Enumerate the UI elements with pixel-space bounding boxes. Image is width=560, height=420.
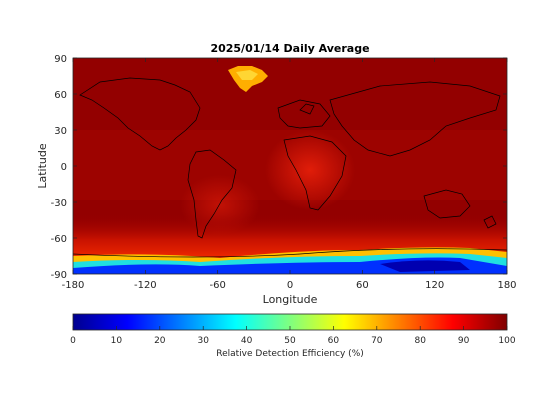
colorbar-tick-label: 80 — [414, 336, 426, 346]
colorbar-tick-label: 30 — [197, 336, 209, 346]
y-tick-label: -90 — [51, 270, 67, 281]
colorbar-tick-label: 50 — [284, 336, 296, 346]
colorbar-tick-label: 100 — [498, 336, 515, 346]
colorbar-tick-label: 20 — [154, 336, 166, 346]
colorbar-tick-label: 0 — [70, 336, 76, 346]
y-tick-label: -30 — [51, 198, 67, 209]
x-tick-label: 0 — [287, 280, 293, 291]
colorbar-tick-label: 60 — [328, 336, 340, 346]
x-tick-label: -180 — [62, 280, 85, 291]
x-axis-label: Longitude — [263, 293, 318, 306]
coastlines — [73, 77, 507, 258]
x-tick-label: 60 — [356, 280, 369, 291]
x-axis: -180 -120 -60 0 60 120 180 — [62, 58, 517, 291]
x-tick-label: -120 — [134, 280, 157, 291]
y-tick-label: 0 — [61, 162, 67, 173]
antarctic-low-region — [380, 260, 470, 272]
x-tick-label: -60 — [209, 280, 225, 291]
y-axis-label: Latitude — [36, 143, 49, 189]
africa-region — [265, 130, 355, 210]
y-tick-label: 30 — [54, 126, 67, 137]
y-tick-label: -60 — [51, 234, 67, 245]
y-tick-label: 90 — [54, 54, 67, 65]
x-tick-label: 180 — [497, 280, 516, 291]
efficiency-field — [73, 58, 507, 274]
colorbar-tick-label: 40 — [241, 336, 253, 346]
colorbar-tick-label: 10 — [111, 336, 123, 346]
colorbar-label: Relative Detection Efficiency (%) — [216, 349, 364, 359]
chart-title: 2025/01/14 Daily Average — [210, 42, 369, 55]
colorbar-tick-label: 90 — [458, 336, 470, 346]
x-tick-label: 120 — [425, 280, 444, 291]
y-tick-label: 60 — [54, 90, 67, 101]
y-axis: -90 -60 -30 0 30 60 90 — [51, 54, 507, 281]
colorbar-tick-label: 70 — [371, 336, 383, 346]
colorbar-axis: 0 10 20 30 40 50 60 70 80 90 100 — [70, 326, 516, 346]
greenland-core — [236, 70, 258, 80]
